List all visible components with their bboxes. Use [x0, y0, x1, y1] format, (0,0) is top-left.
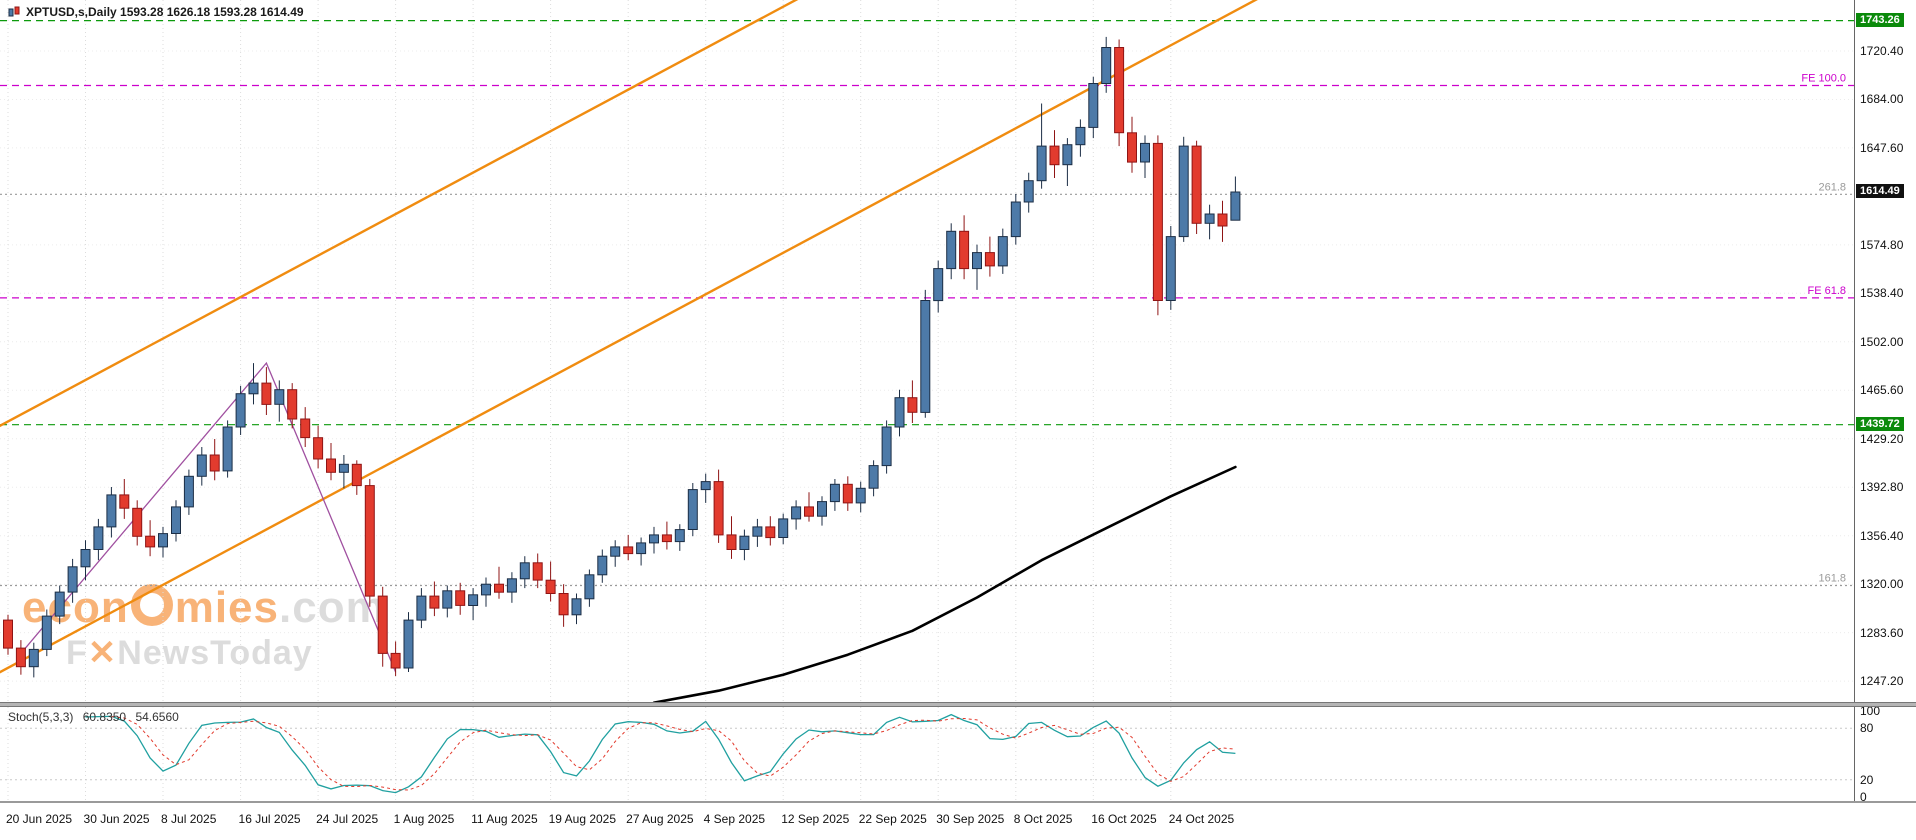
- economies-logo-icon: [130, 584, 173, 626]
- date-label: 19 Aug 2025: [548, 812, 617, 826]
- price-tick: 1392.80: [1860, 480, 1904, 495]
- price-tick: 1684.00: [1860, 92, 1904, 107]
- date-label: 27 Aug 2025: [626, 812, 694, 826]
- chart-title-text: XPTUSD,s,Daily 1593.28 1626.18 1593.28 1…: [26, 5, 304, 19]
- stochastic-canvas[interactable]: [0, 707, 1854, 801]
- date-label: 11 Aug 2025: [471, 812, 538, 826]
- price-tick: 1720.40: [1860, 43, 1904, 58]
- date-label: 16 Oct 2025: [1091, 812, 1157, 826]
- watermark-news-pre: F: [66, 634, 88, 672]
- date-label: 22 Sep 2025: [858, 812, 927, 826]
- date-label: 16 Jul 2025: [238, 812, 301, 826]
- price-axis[interactable]: 1720.40 1684.00 1647.60 1574.80 1538.40 1502.…: [1854, 0, 1916, 804]
- stoch-scale-label: 20: [1860, 772, 1874, 787]
- price-tick: 1320.00: [1860, 577, 1904, 592]
- price-tick: 1429.20: [1860, 431, 1904, 446]
- svg-text:261.8: 261.8: [1818, 181, 1846, 193]
- current-price-badge: 1614.49: [1856, 184, 1904, 199]
- watermark-x-icon: ✕: [87, 634, 118, 672]
- main-chart-canvas[interactable]: FE 100.0 261.8 FE 61.8 161.8: [0, 0, 1854, 702]
- date-label: 20 Jun 2025: [6, 812, 73, 826]
- date-label: 12 Sep 2025: [781, 812, 850, 826]
- price-tick: 1502.00: [1860, 334, 1904, 349]
- stochastic-k-value: 60.8350: [82, 710, 127, 724]
- price-tick: 1465.60: [1860, 383, 1904, 398]
- chart-title: XPTUSD,s,Daily 1593.28 1626.18 1593.28 1…: [8, 5, 304, 19]
- stoch-scale-label: 100: [1860, 704, 1881, 718]
- price-tick: 1247.20: [1860, 674, 1904, 689]
- watermark-brand-post: mies: [174, 583, 279, 632]
- price-tick: 1647.60: [1860, 140, 1904, 155]
- watermark-brand: econ mies.com: [22, 584, 386, 630]
- axis-divider: [0, 801, 1916, 803]
- date-label: 1 Aug 2025: [393, 812, 455, 826]
- price-level-badge: 1743.26: [1856, 12, 1904, 27]
- stochastic-header: Stoch(5,3,3) 60.8350 54.6560: [8, 710, 179, 724]
- price-tick: 1283.60: [1860, 625, 1904, 640]
- stochastic-label: Stoch(5,3,3): [8, 710, 74, 724]
- date-label: 30 Sep 2025: [936, 812, 1005, 826]
- date-label: 8 Jul 2025: [161, 812, 217, 826]
- date-label: 8 Oct 2025: [1013, 812, 1073, 826]
- stochastic-d-value: 54.6560: [135, 710, 179, 724]
- watermark-brand-pre: econ: [22, 583, 129, 632]
- panel-divider[interactable]: [0, 702, 1916, 707]
- svg-text:161.8: 161.8: [1818, 573, 1846, 585]
- price-tick: 1574.80: [1860, 237, 1904, 252]
- price-tick: 1538.40: [1860, 286, 1904, 301]
- watermark: econ mies.com F✕NewsToday: [22, 584, 386, 670]
- candlestick-icon: [8, 6, 20, 17]
- date-label: 24 Oct 2025: [1168, 812, 1235, 826]
- price-tick: 1356.40: [1860, 528, 1904, 543]
- date-axis[interactable]: 20 Jun 2025 30 Jun 2025 8 Jul 2025 16 Jul 2…: [0, 803, 1916, 840]
- stoch-scale-label: 80: [1860, 721, 1874, 736]
- watermark-news-post: NewsToday: [117, 634, 313, 672]
- svg-text:FE 100.0: FE 100.0: [1801, 73, 1846, 85]
- price-level-badge: 1439.72: [1856, 416, 1904, 431]
- date-label: 24 Jul 2025: [316, 812, 379, 826]
- date-label: 4 Sep 2025: [703, 812, 766, 826]
- watermark-newsline: F✕NewsToday: [22, 636, 386, 670]
- date-label: 30 Jun 2025: [83, 812, 150, 826]
- svg-text:FE 61.8: FE 61.8: [1807, 285, 1846, 297]
- stoch-scale-label: 0: [1860, 790, 1867, 804]
